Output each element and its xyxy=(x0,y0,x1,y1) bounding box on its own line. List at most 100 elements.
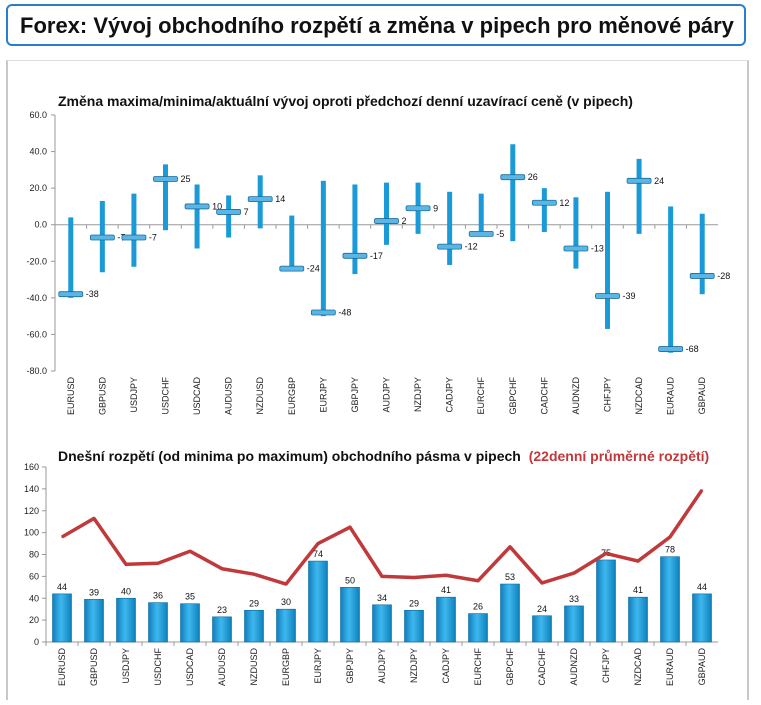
range-bar-label: 33 xyxy=(569,594,579,604)
change-current-marker xyxy=(468,230,494,237)
change-current-marker xyxy=(595,293,620,299)
range-category-label: AUDJPY xyxy=(377,648,387,684)
change-data-label: -12 xyxy=(465,242,478,252)
range-bar xyxy=(308,560,328,643)
range-y-tick-label: 20 xyxy=(29,615,39,625)
average-range-point xyxy=(285,583,287,585)
change-range-bar xyxy=(699,213,705,295)
change-current-marker xyxy=(89,234,115,241)
change-y-tick-label: -60.0 xyxy=(26,329,47,339)
average-range-point xyxy=(637,560,639,562)
range-bar xyxy=(212,616,232,643)
range-category-label: AUDNZD xyxy=(569,648,579,686)
range-bar xyxy=(148,602,168,643)
range-bar xyxy=(52,593,72,643)
change-current-marker xyxy=(626,177,652,184)
change-range-bar xyxy=(510,144,516,242)
average-range-point xyxy=(61,536,63,538)
average-range-point xyxy=(93,517,95,520)
change-current-marker xyxy=(184,203,210,210)
change-data-label: -28 xyxy=(717,271,730,281)
change-current-marker xyxy=(342,252,368,259)
range-y-tick-label: 140 xyxy=(24,484,39,494)
change-y-tick-label: 40.0 xyxy=(29,147,47,157)
range-bar-label: 29 xyxy=(409,598,419,608)
change-data-label: -24 xyxy=(307,264,320,274)
range-bar-label: 34 xyxy=(377,593,387,603)
change-data-label: -17 xyxy=(370,251,383,261)
range-bar-label: 44 xyxy=(57,582,67,592)
change-current-marker xyxy=(500,174,526,181)
average-range-point xyxy=(509,546,511,548)
range-bar-label: 26 xyxy=(473,602,483,612)
range-category-label: NZDUSD xyxy=(249,648,259,686)
page-title: Forex: Vývoj obchodního rozpětí a změna … xyxy=(20,13,734,38)
range-category-label: USDCAD xyxy=(185,648,195,687)
change-range-bar xyxy=(289,215,295,271)
change-category-label: EURAUD xyxy=(666,377,676,416)
range-category-label: CADJPY xyxy=(441,648,451,684)
average-range-point xyxy=(221,567,223,570)
range-chart-title-suffix: (22denní průměrné rozpětí) xyxy=(529,448,709,464)
range-category-label: GBPUSD xyxy=(89,648,99,687)
range-bar xyxy=(340,587,360,643)
change-data-label: -38 xyxy=(86,289,99,299)
range-category-label: GBPCHF xyxy=(505,648,515,686)
average-range-point xyxy=(477,579,479,582)
change-category-label: CADJPY xyxy=(445,377,455,413)
change-current-marker xyxy=(216,209,242,215)
change-data-label: 2 xyxy=(402,216,407,226)
range-bar xyxy=(660,556,680,643)
change-category-label: USDCAD xyxy=(192,377,202,416)
range-category-label: USDJPY xyxy=(121,648,131,684)
range-bar-label: 36 xyxy=(153,591,163,601)
change-data-label: -48 xyxy=(338,307,351,317)
range-bar xyxy=(564,605,584,643)
average-range-point xyxy=(541,582,543,584)
range-bar-label: 23 xyxy=(217,605,227,615)
range-bar-label: 30 xyxy=(281,597,291,607)
change-category-label: AUDUSD xyxy=(224,377,234,416)
average-range-point xyxy=(381,575,383,578)
change-data-label: 10 xyxy=(212,201,222,211)
change-category-label: USDJPY xyxy=(129,377,139,413)
average-range-point xyxy=(445,574,447,577)
average-range-point xyxy=(189,550,191,553)
range-bar xyxy=(404,609,424,643)
change-range-bar xyxy=(226,195,232,238)
change-current-marker xyxy=(310,309,336,316)
change-data-label: 12 xyxy=(559,198,569,208)
range-category-label: EURJPY xyxy=(313,648,323,684)
range-bar-label: 39 xyxy=(89,587,99,597)
change-category-label: EURGBP xyxy=(287,377,297,415)
change-chart: Změna maxima/minima/aktuální vývoj oprot… xyxy=(26,93,730,416)
range-y-tick-label: 40 xyxy=(29,593,39,603)
range-bar xyxy=(628,596,648,643)
range-y-tick-label: 0 xyxy=(34,637,39,647)
range-category-label: EURUSD xyxy=(57,648,67,687)
change-data-label: -7 xyxy=(149,233,157,243)
change-range-bar xyxy=(447,191,453,265)
range-bar xyxy=(244,609,264,643)
average-range-point xyxy=(349,526,351,528)
range-bar-label: 41 xyxy=(633,585,643,595)
change-data-label: 14 xyxy=(275,194,285,204)
range-bar xyxy=(372,604,392,643)
range-category-label: EURCHF xyxy=(473,647,483,685)
average-range-point xyxy=(317,542,319,545)
range-y-tick-label: 160 xyxy=(24,462,39,472)
change-range-bar xyxy=(541,188,547,233)
header-box: Forex: Vývoj obchodního rozpětí a změna … xyxy=(6,4,746,46)
range-y-tick-label: 60 xyxy=(29,571,39,581)
range-bar-label: 35 xyxy=(185,592,195,602)
average-range-point xyxy=(573,572,575,574)
change-y-tick-label: 0.0 xyxy=(34,220,47,230)
average-range-point xyxy=(701,489,703,491)
change-y-tick-label: -20.0 xyxy=(26,256,47,266)
average-range-point xyxy=(253,573,255,575)
change-data-label: 9 xyxy=(433,203,438,213)
change-y-tick-label: 60.0 xyxy=(29,110,47,120)
change-category-label: AUDNZD xyxy=(571,377,581,415)
change-current-marker xyxy=(121,234,147,241)
